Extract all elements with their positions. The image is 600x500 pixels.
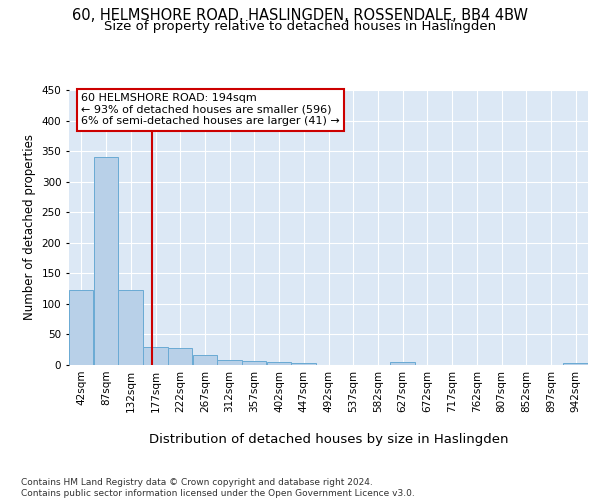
Bar [168, 348, 192, 365]
Y-axis label: Number of detached properties: Number of detached properties [23, 134, 36, 320]
Text: Size of property relative to detached houses in Haslingden: Size of property relative to detached ho… [104, 20, 496, 33]
Bar [217, 360, 242, 365]
Bar [563, 362, 588, 365]
Bar [118, 290, 143, 365]
Text: 60 HELMSHORE ROAD: 194sqm
← 93% of detached houses are smaller (596)
6% of semi-: 60 HELMSHORE ROAD: 194sqm ← 93% of detac… [81, 93, 340, 126]
Bar [193, 354, 217, 365]
Bar [267, 362, 291, 365]
Bar [94, 157, 118, 365]
Text: Contains HM Land Registry data © Crown copyright and database right 2024.
Contai: Contains HM Land Registry data © Crown c… [21, 478, 415, 498]
Bar [143, 346, 167, 365]
Bar [390, 362, 415, 365]
Text: 60, HELMSHORE ROAD, HASLINGDEN, ROSSENDALE, BB4 4BW: 60, HELMSHORE ROAD, HASLINGDEN, ROSSENDA… [72, 8, 528, 22]
Bar [69, 290, 94, 365]
Text: Distribution of detached houses by size in Haslingden: Distribution of detached houses by size … [149, 432, 509, 446]
Bar [242, 362, 266, 365]
Bar [292, 363, 316, 365]
